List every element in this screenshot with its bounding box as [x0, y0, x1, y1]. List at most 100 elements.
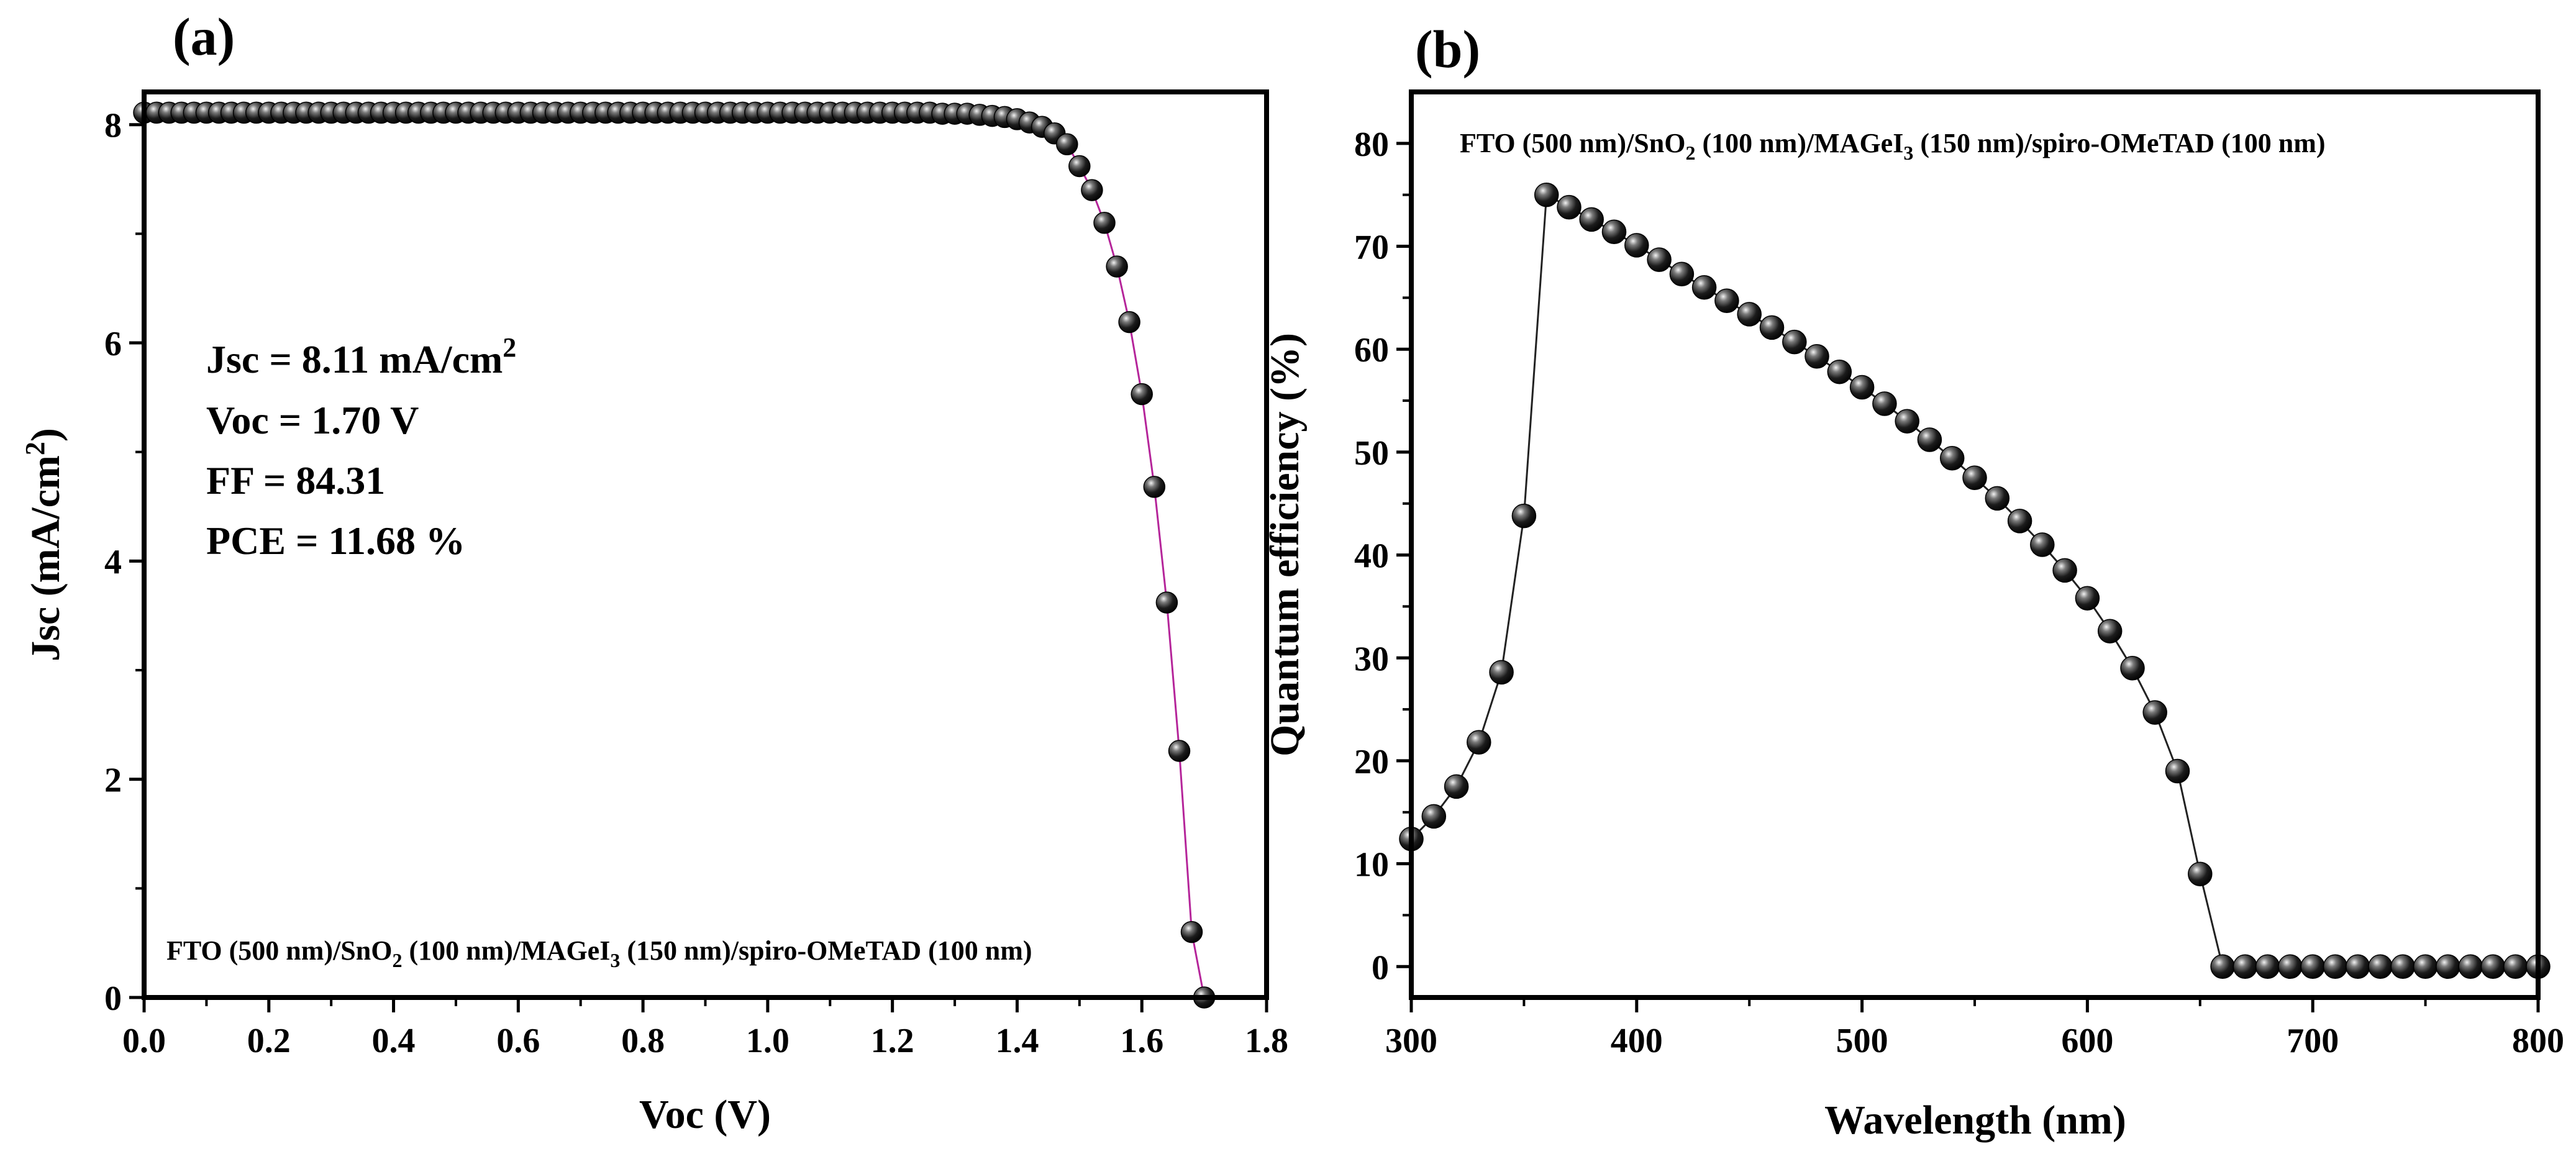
data-point [1737, 302, 1762, 327]
data-point [2007, 509, 2032, 534]
jsc-annotation-text: Jsc = 8.11 mA/cm [206, 337, 503, 381]
data-point [1669, 261, 1695, 287]
data-point [1917, 427, 1942, 452]
device-b-sub1: 2 [1685, 142, 1695, 164]
series-line [1410, 193, 2538, 968]
panel-a-y-axis-title-sup: 2 [20, 442, 50, 455]
data-point [2413, 954, 2438, 979]
x-tick-label: 1.2 [871, 1022, 914, 1060]
data-point [1444, 774, 1469, 799]
data-point [2346, 954, 2370, 979]
x-tick-label: 700 [2287, 1022, 2339, 1060]
jsc-annotation-sup: 2 [503, 332, 516, 363]
data-point [1601, 219, 1627, 245]
data-point [1093, 212, 1116, 234]
data-point [2300, 954, 2325, 979]
data-point [1805, 344, 1829, 369]
x-tick-label: 0.8 [621, 1022, 665, 1060]
x-tick-label: 0.4 [372, 1022, 416, 1060]
panel-a-plot-frame [142, 89, 1269, 1000]
y-tick-label: 30 [1354, 640, 1389, 678]
data-point [2120, 656, 2145, 681]
y-tick-label: 4 [104, 543, 122, 581]
y-tick-label: 2 [104, 761, 122, 800]
panel-b-plot-frame [1409, 89, 2541, 1000]
panel-b-ticks: 300 400 500 600 700 800 0 10 20 30 40 50 60 70 80 [1354, 125, 2564, 1060]
panel-b-device-structure: FTO (500 nm)/SnO2 (100 nm)/MAGeI3 (150 n… [1460, 128, 2326, 164]
y-tick-label: 10 [1354, 846, 1389, 884]
data-point [1962, 465, 1987, 491]
data-point [1624, 233, 1649, 258]
data-point [2165, 758, 2190, 784]
data-point [1489, 660, 1514, 685]
data-point [1691, 275, 1717, 300]
chart-panel-b: (b) 300 400 500 600 700 80001020304050607080 … [1262, 19, 2564, 1143]
y-tick-label: 60 [1354, 331, 1389, 370]
data-point [1155, 591, 1178, 614]
jsc-annotation: Jsc = 8.11 mA/cm2 [206, 332, 516, 381]
data-point [1647, 247, 1672, 272]
x-tick-label: 1.6 [1120, 1022, 1163, 1060]
data-point [1849, 375, 1875, 400]
panel-a-label: (a) [173, 7, 235, 66]
data-point [2368, 954, 2393, 979]
x-tick-label: 300 [1385, 1022, 1437, 1060]
y-tick-label: 6 [104, 325, 122, 363]
data-point [2232, 954, 2258, 979]
data-point [2255, 954, 2280, 979]
x-tick-label: 0.6 [496, 1022, 540, 1060]
data-point [1579, 207, 1604, 232]
data-point [2480, 954, 2506, 979]
data-point [1985, 486, 2010, 511]
data-point [1759, 315, 1785, 340]
chart-panel-a: (a) 0.0 0.2 0.4 0.6 0.8 1.0 1.2 1.4 1.6 1.802468 … [20, 7, 1288, 1137]
data-point [2188, 861, 2213, 886]
voc-annotation: Voc = 1.70 V [206, 398, 419, 442]
device-b-sub2: 3 [1903, 142, 1913, 164]
pce-annotation: PCE = 11.68 % [206, 519, 465, 563]
x-tick-label: 0.0 [122, 1022, 166, 1060]
data-point [1106, 255, 1128, 278]
data-point [1068, 155, 1091, 178]
data-point [2030, 532, 2055, 557]
y-tick-label: 0 [104, 979, 122, 1018]
panel-a-y-axis-title-end: ) [23, 428, 68, 442]
data-point [1939, 446, 1965, 471]
y-tick-label: 8 [104, 107, 122, 145]
device-b-part1: FTO (500 nm)/SnO [1460, 128, 1685, 158]
data-point [1827, 359, 1852, 384]
data-point [2436, 954, 2460, 979]
data-point [2075, 586, 2100, 611]
device-a-sub1: 2 [392, 949, 402, 971]
data-point [1118, 311, 1140, 334]
data-point [1467, 730, 1491, 755]
panel-b-series [1399, 182, 2551, 979]
device-a-part3: (150 nm)/spiro-OMeTAD (100 nm) [620, 935, 1032, 966]
panel-a-y-axis-title-main: Jsc (mA/cm [23, 455, 68, 661]
data-point [2052, 558, 2077, 583]
device-a-part1: FTO (500 nm)/SnO [166, 935, 392, 966]
device-b-part3: (150 nm)/spiro-OMeTAD (100 nm) [1913, 128, 2325, 158]
panel-a-device-structure: FTO (500 nm)/SnO2 (100 nm)/MAGeI3 (150 n… [166, 935, 1032, 971]
data-point [1131, 383, 1153, 406]
data-point [2390, 954, 2416, 979]
data-point [1872, 391, 1897, 416]
data-point [1782, 329, 1807, 355]
y-tick-label: 40 [1354, 537, 1389, 576]
panel-b-x-axis-title: Wavelength (nm) [1824, 1097, 2126, 1143]
data-point [1143, 476, 1166, 498]
data-point [2210, 954, 2235, 979]
x-tick-label: 800 [2512, 1022, 2564, 1060]
data-point [1168, 740, 1191, 762]
data-point [2097, 619, 2123, 643]
x-tick-label: 500 [1836, 1022, 1888, 1060]
data-point [1714, 288, 1739, 314]
device-a-part2: (100 nm)/MAGeI [402, 935, 610, 966]
y-tick-label: 70 [1354, 229, 1389, 267]
data-point [2458, 954, 2483, 979]
panel-b-label: (b) [1415, 19, 1480, 79]
data-point [1056, 133, 1078, 156]
data-point [2503, 954, 2528, 979]
x-tick-label: 1.8 [1245, 1022, 1288, 1060]
